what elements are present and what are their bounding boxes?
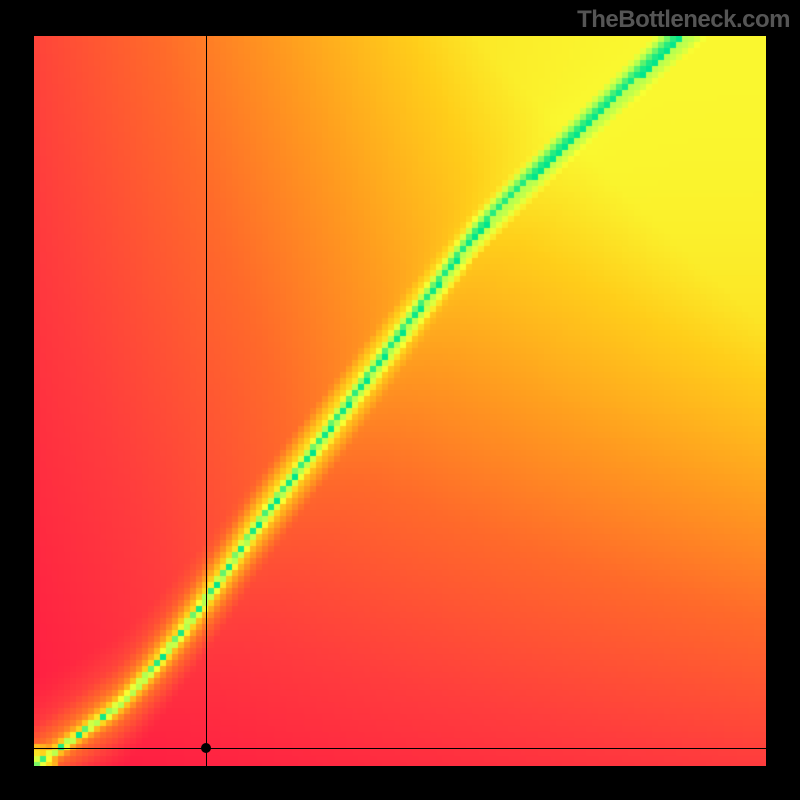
heatmap-canvas: [34, 36, 766, 766]
heatmap-plot: [34, 36, 766, 766]
watermark-text: TheBottleneck.com: [577, 6, 790, 34]
crosshair-vertical: [206, 36, 207, 766]
crosshair-horizontal: [34, 748, 766, 749]
crosshair-marker: [201, 743, 211, 753]
figure-root: TheBottleneck.com: [0, 0, 800, 800]
